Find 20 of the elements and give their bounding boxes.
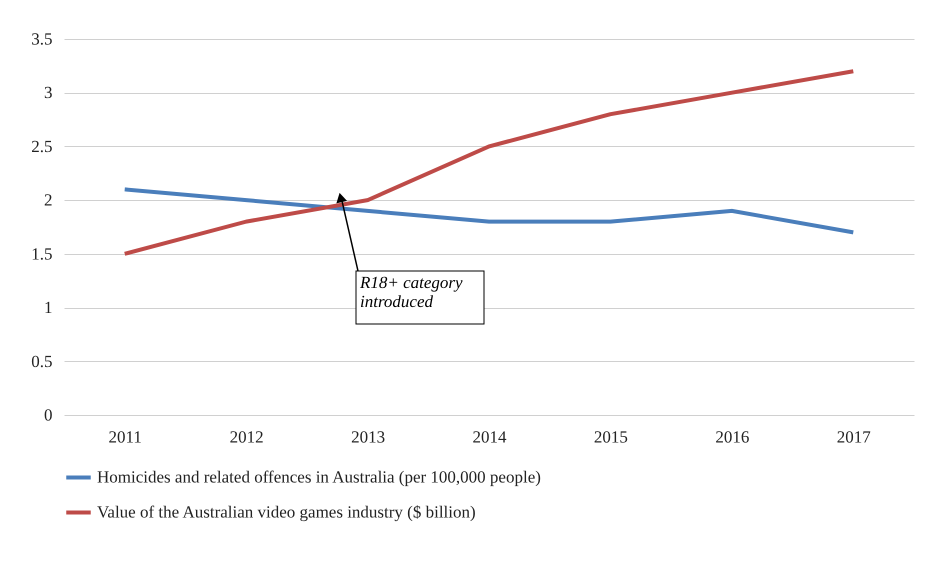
y-tick-label: 2 xyxy=(44,190,52,210)
x-tick-label: 2017 xyxy=(836,428,872,446)
x-tick-label: 2014 xyxy=(472,428,507,446)
line-series xyxy=(122,69,856,256)
line-series xyxy=(122,187,856,234)
y-tick-label: 0.5 xyxy=(31,352,52,371)
legend-label: Value of the Australian video games industry ($ billion) xyxy=(97,502,476,522)
x-tick-label: 2011 xyxy=(108,428,142,446)
y-tick-label: 0 xyxy=(44,406,52,424)
y-tick-label: 2.5 xyxy=(31,136,52,156)
x-tick-label: 2013 xyxy=(351,428,386,446)
y-tick-label: 1.5 xyxy=(31,244,52,264)
y-tick-label: 1 xyxy=(44,298,52,318)
x-tick-label: 2016 xyxy=(715,428,750,446)
y-tick-label: 3.5 xyxy=(31,30,52,48)
x-tick-label: 2015 xyxy=(594,428,628,446)
annotation: R18+ category introduced xyxy=(359,273,464,311)
y-tick-label: 3 xyxy=(44,83,52,102)
legend-label: Homicides and related offences in Australia (per 100,000 people) xyxy=(97,468,541,486)
x-tick-label: 2012 xyxy=(230,428,264,446)
